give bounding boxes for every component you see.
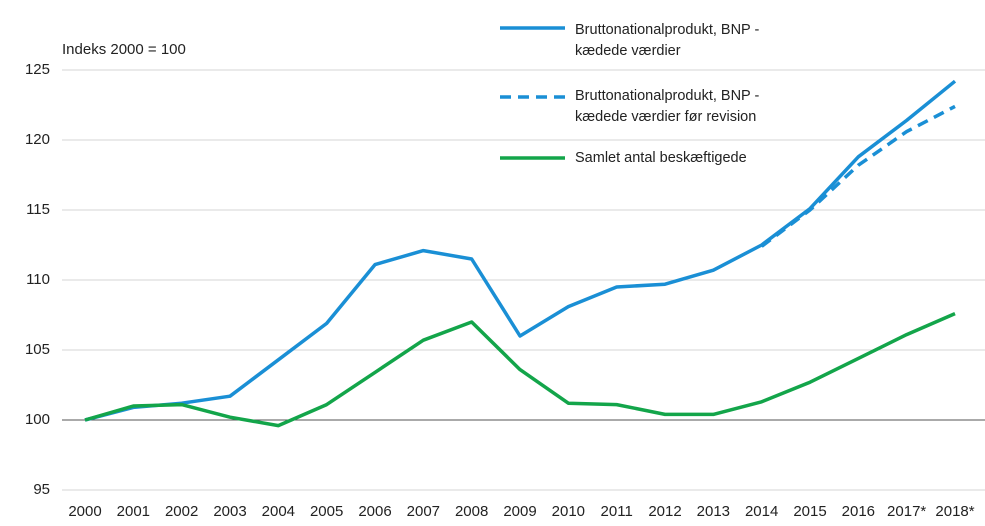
y-tick-label: 105 [25,341,50,358]
series-line [84,311,956,428]
x-tick-label: 2009 [503,503,536,520]
y-tick-label: 100 [25,411,50,428]
x-tick-label: 2017* [887,503,926,520]
x-tick-label: 2018* [935,503,974,520]
series-line [760,104,956,248]
x-tick-label: 2000 [68,503,101,520]
x-tick-label: 2001 [117,503,150,520]
x-tick-label: 2012 [648,503,681,520]
x-tick-label: 2007 [407,503,440,520]
x-tick-label: 2008 [455,503,488,520]
x-tick-label: 2010 [552,503,585,520]
x-tick-label: 2002 [165,503,198,520]
x-tick-label: 2006 [358,503,391,520]
x-tick-label: 2013 [697,503,730,520]
x-tick-label: 2011 [601,503,633,520]
legend-label: Bruttonationalprodukt, BNP - kædede værd… [575,22,760,59]
y-tick-label: 125 [25,61,50,78]
legend-label: Bruttonationalprodukt, BNP - kædede værd… [575,88,760,125]
x-tick-label: 2005 [310,503,343,520]
y-tick-label: 110 [26,271,50,288]
x-tick-label: 2016 [842,503,875,520]
x-tick-label: 2003 [213,503,246,520]
x-tick-label: 2004 [262,503,295,520]
x-tick-label: 2014 [745,503,778,520]
x-tick-label: 2015 [793,503,826,520]
y-tick-label: 95 [33,481,50,498]
y-tick-label: 115 [26,201,50,218]
annotation: Indeks 2000 = 100 [62,41,186,58]
y-tick-label: 120 [25,131,50,148]
legend-label: Samlet antal beskæftigede [575,150,747,166]
